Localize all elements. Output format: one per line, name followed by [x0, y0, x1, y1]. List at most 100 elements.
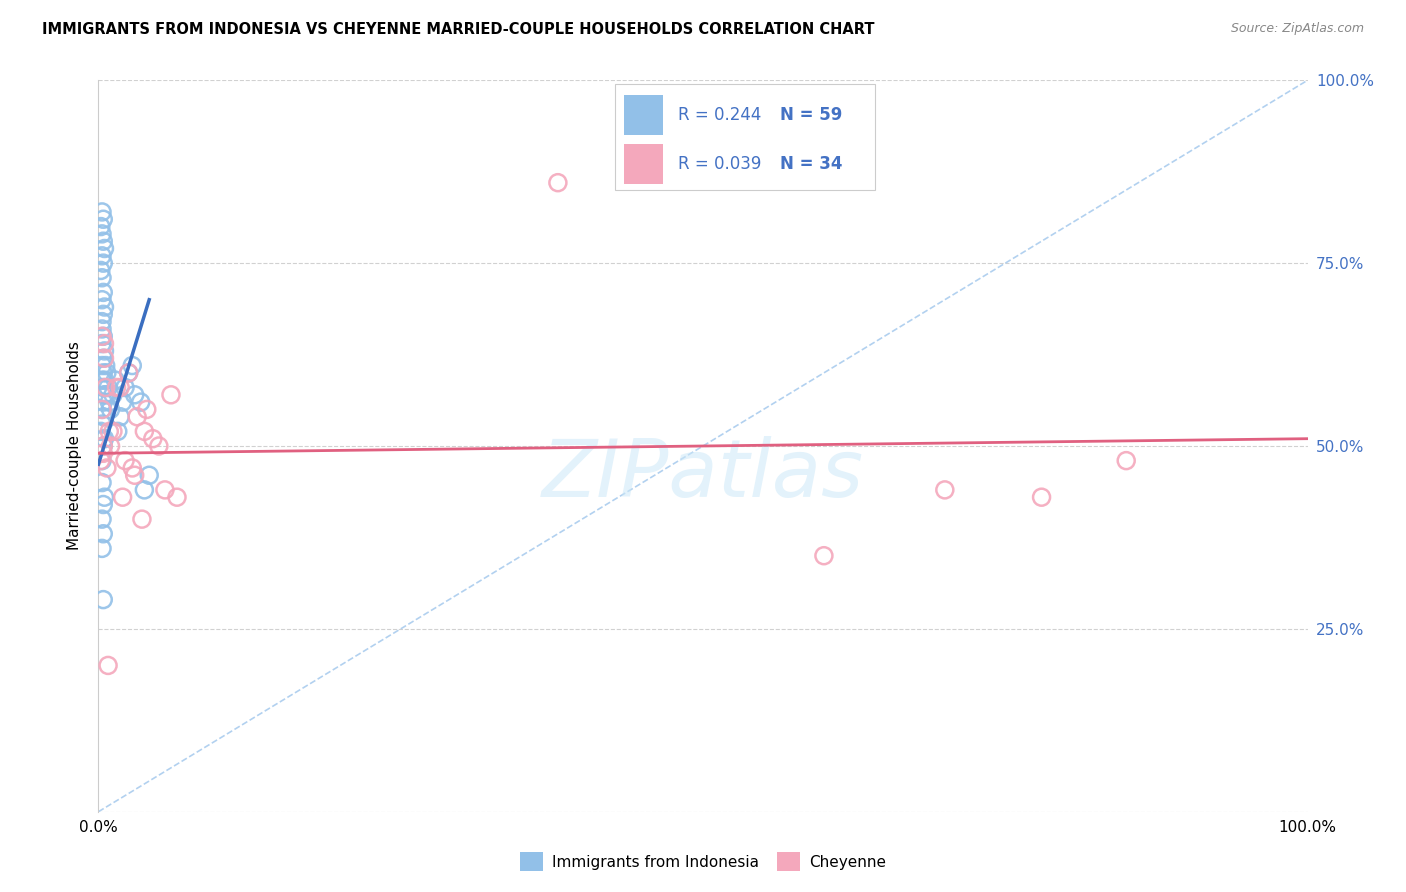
Point [91, 453, 114, 467]
Point [93, 242, 115, 256]
FancyBboxPatch shape [624, 144, 664, 184]
Point [91, 329, 114, 343]
Point [91, 249, 114, 263]
Point [104, 373, 127, 387]
Point [91, 541, 114, 556]
FancyBboxPatch shape [624, 95, 664, 136]
Point [91, 351, 114, 366]
Point [124, 468, 146, 483]
Text: IMMIGRANTS FROM INDONESIA VS CHEYENNE MARRIED-COUPLE HOUSEHOLDS CORRELATION CHAR: IMMIGRANTS FROM INDONESIA VS CHEYENNE MA… [42, 22, 875, 37]
Point [91, 380, 114, 394]
Point [813, 549, 835, 563]
Point [91, 234, 114, 248]
Point [94, 380, 117, 394]
Point [107, 425, 129, 439]
Point [93, 343, 115, 358]
Point [148, 439, 170, 453]
Point [91, 402, 114, 417]
Point [91, 205, 114, 219]
Point [134, 425, 156, 439]
Point [91, 446, 114, 460]
Point [90, 453, 112, 467]
Point [91, 359, 114, 373]
Point [111, 395, 134, 409]
Point [91, 285, 114, 300]
Point [1115, 453, 1137, 467]
Point [91, 256, 114, 270]
Point [91, 439, 114, 453]
Point [91, 439, 114, 453]
Point [121, 461, 143, 475]
Text: N = 59: N = 59 [780, 106, 842, 124]
Point [124, 388, 146, 402]
Point [93, 336, 115, 351]
Point [100, 402, 122, 417]
Point [93, 490, 115, 504]
Point [90, 263, 112, 277]
Point [90, 219, 112, 234]
Point [118, 366, 141, 380]
Point [91, 512, 114, 526]
Point [101, 425, 124, 439]
Point [91, 498, 114, 512]
Point [91, 409, 114, 424]
Point [118, 366, 141, 380]
Point [96, 461, 118, 475]
Point [166, 490, 188, 504]
Point [91, 402, 114, 417]
Point [127, 409, 149, 424]
Point [121, 359, 143, 373]
Point [91, 475, 114, 490]
Point [91, 293, 114, 307]
Text: ZIPatlas: ZIPatlas [541, 436, 865, 515]
Point [91, 212, 114, 227]
Point [91, 227, 114, 241]
Point [108, 409, 131, 424]
Point [91, 329, 114, 343]
Point [91, 417, 114, 431]
Point [93, 373, 115, 387]
FancyBboxPatch shape [614, 84, 875, 190]
Point [97, 380, 120, 394]
Point [93, 300, 115, 314]
Point [91, 395, 114, 409]
Point [93, 351, 115, 366]
Point [91, 315, 114, 329]
Point [91, 336, 114, 351]
Point [91, 366, 114, 380]
Point [91, 322, 114, 336]
Point [134, 483, 156, 497]
Point [142, 432, 165, 446]
Legend: Immigrants from Indonesia, Cheyenne: Immigrants from Indonesia, Cheyenne [513, 847, 893, 877]
Point [160, 388, 183, 402]
Y-axis label: Married-couple Households: Married-couple Households [67, 342, 83, 550]
Point [98, 425, 121, 439]
Point [100, 439, 122, 453]
Point [934, 483, 956, 497]
Point [153, 483, 176, 497]
Point [96, 366, 118, 380]
Point [97, 658, 120, 673]
Point [135, 402, 157, 417]
Point [90, 425, 112, 439]
Point [91, 270, 114, 285]
Point [114, 380, 136, 394]
Text: R = 0.244: R = 0.244 [678, 106, 761, 124]
Point [129, 395, 152, 409]
Point [114, 453, 136, 467]
Point [108, 380, 131, 394]
Point [98, 395, 121, 409]
Point [131, 512, 153, 526]
Point [93, 432, 115, 446]
Point [91, 373, 114, 387]
Point [1031, 490, 1053, 504]
Point [101, 388, 124, 402]
Point [111, 490, 134, 504]
Point [91, 526, 114, 541]
Text: Source: ZipAtlas.com: Source: ZipAtlas.com [1230, 22, 1364, 36]
Text: R = 0.039: R = 0.039 [678, 155, 761, 173]
Point [91, 307, 114, 321]
Point [93, 388, 115, 402]
Point [94, 359, 117, 373]
Point [91, 592, 114, 607]
